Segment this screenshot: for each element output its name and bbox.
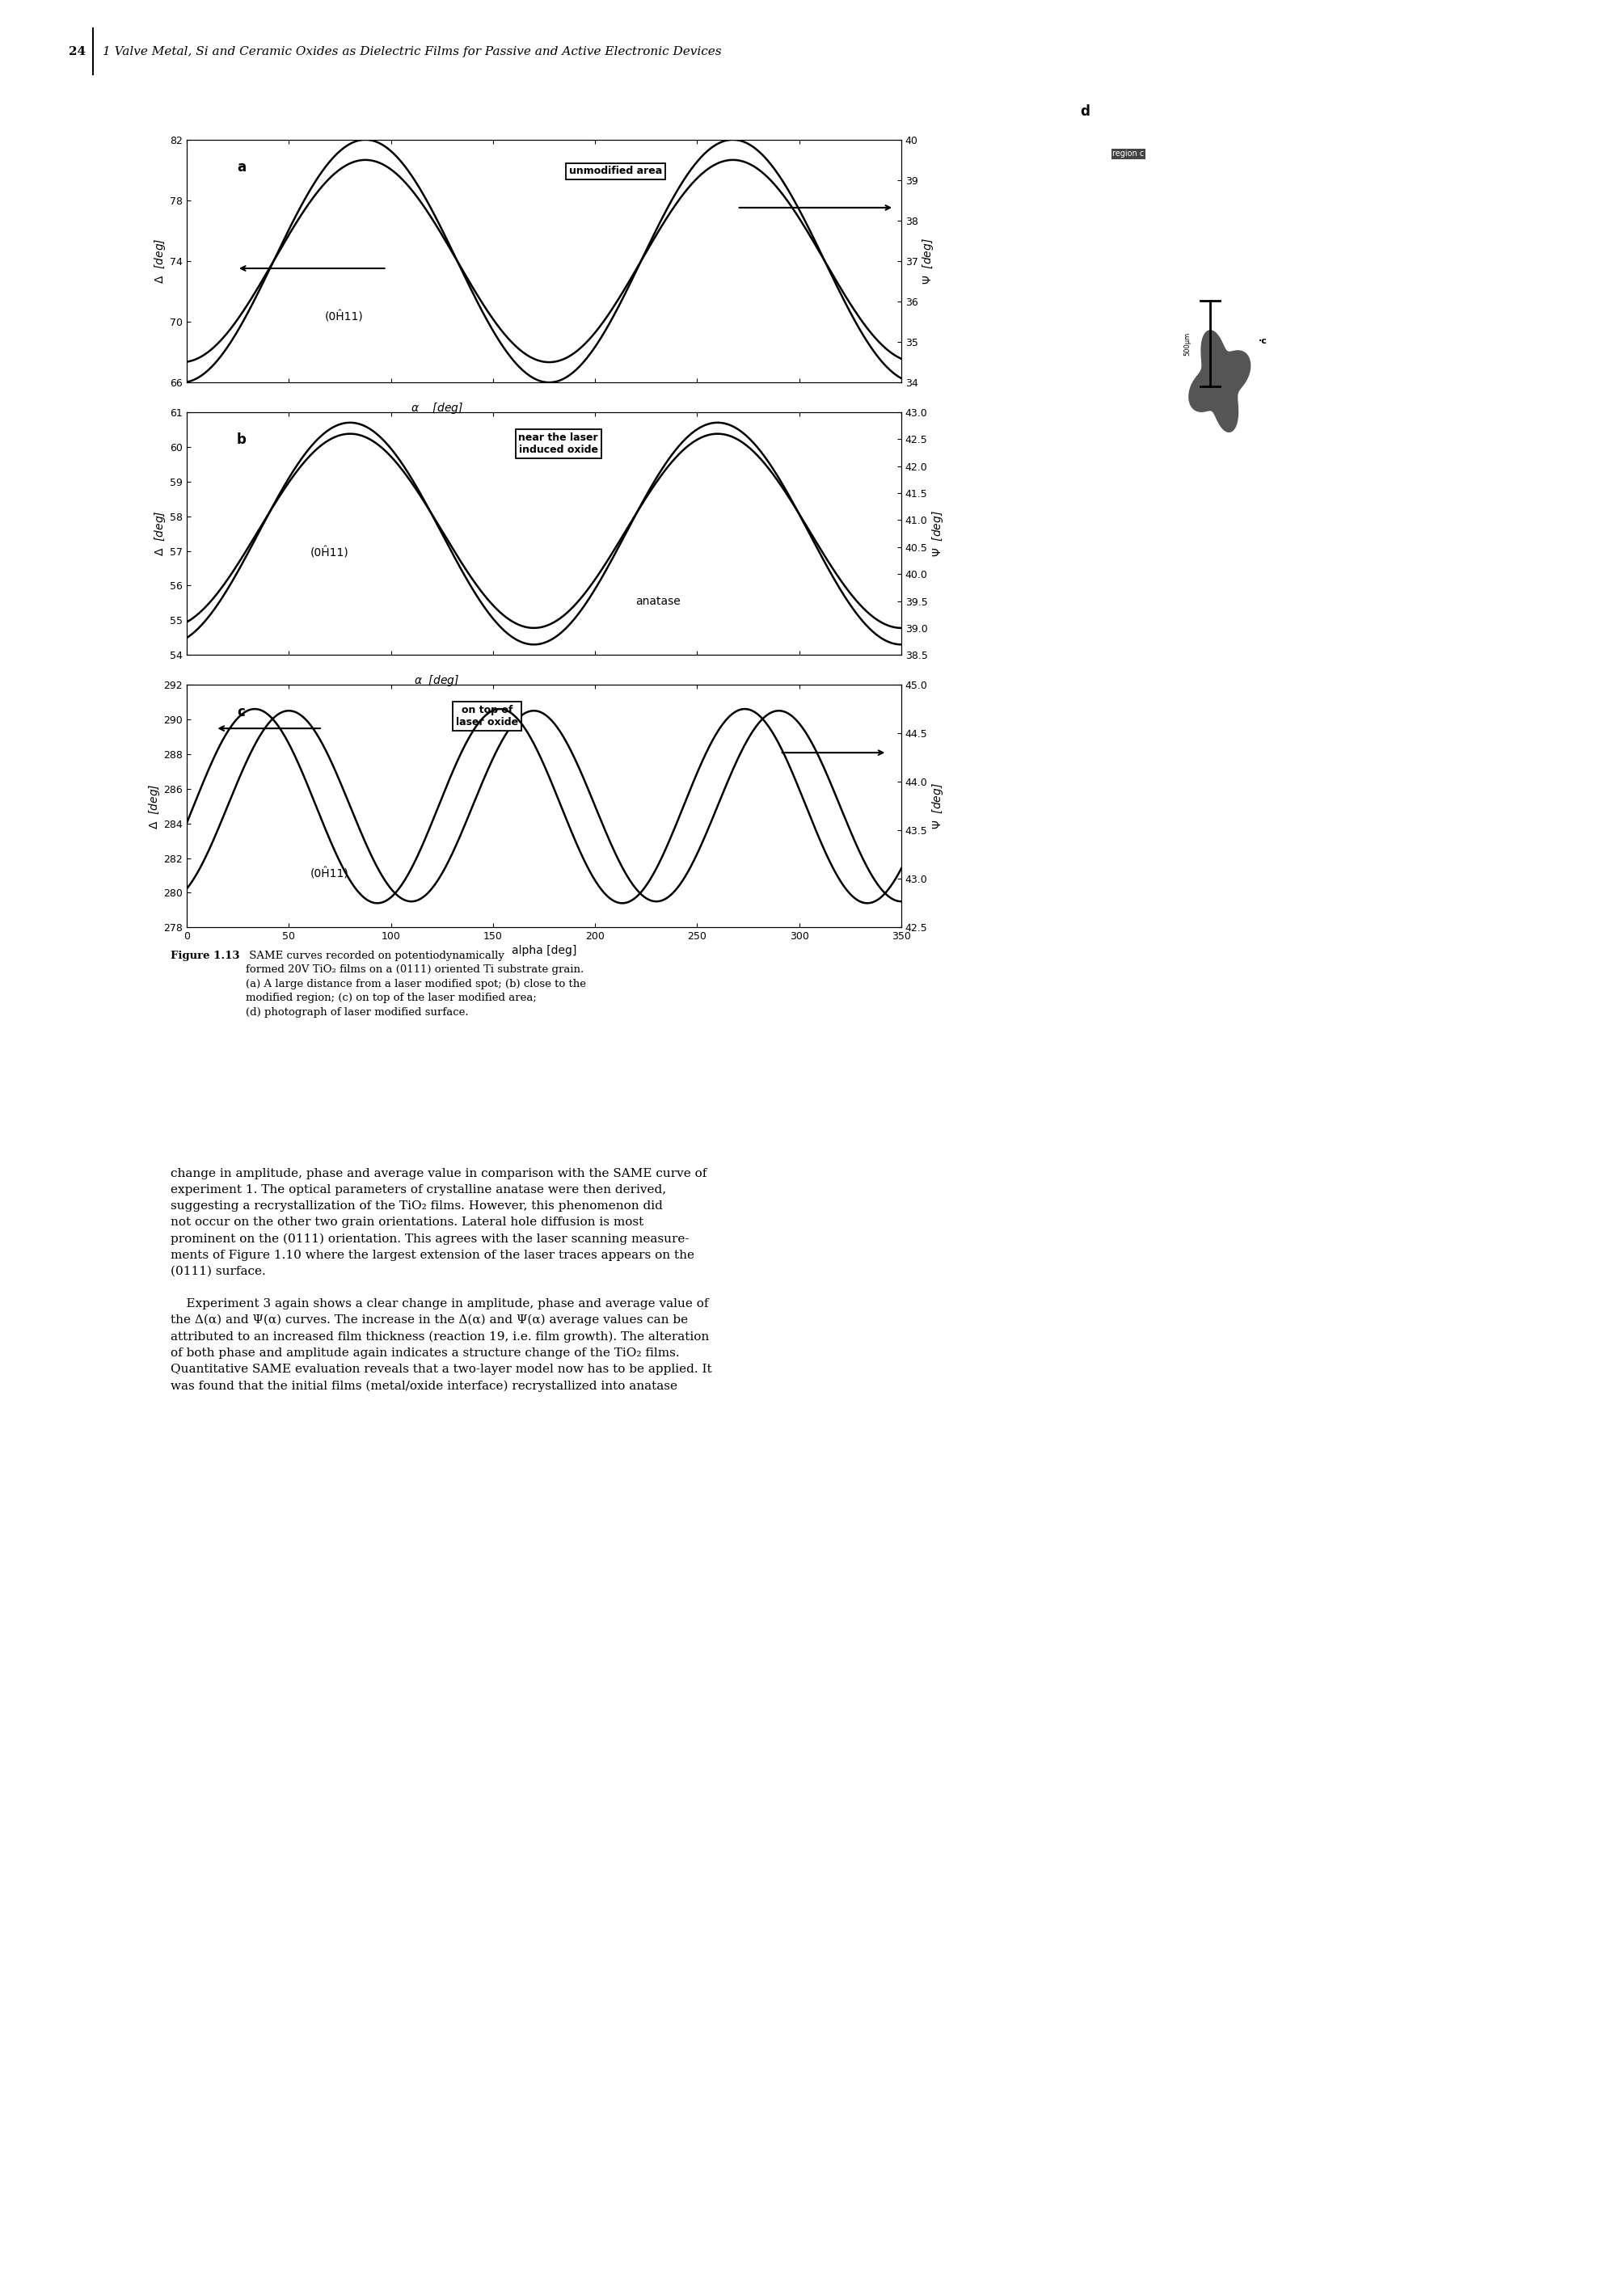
Text: a: a [237, 160, 245, 174]
Text: on top of
laser oxide: on top of laser oxide [456, 705, 518, 728]
Text: Figure 1.13: Figure 1.13 [171, 950, 240, 962]
Polygon shape [1137, 252, 1319, 589]
Text: unmodified area: unmodified area [568, 165, 663, 176]
Text: anatase: anatase [637, 595, 680, 607]
Text: SAME curves recorded on potentiodynamically
formed 20V TiO₂ films on a (0111) or: SAME curves recorded on potentiodynamica… [247, 950, 586, 1017]
Text: $\alpha$    [deg]: $\alpha$ [deg] [411, 401, 463, 414]
Y-axis label: $\Delta$  [deg]: $\Delta$ [deg] [153, 511, 167, 556]
Text: (0Ĥ11): (0Ĥ11) [310, 547, 349, 559]
Text: b: b [237, 433, 247, 447]
Polygon shape [1189, 330, 1250, 433]
Text: (0Ĥ11): (0Ĥ11) [325, 311, 364, 323]
Text: 500µm: 500µm [1184, 332, 1190, 355]
Text: ·c: ·c [1259, 337, 1267, 346]
Y-axis label: $\Psi$  [deg]: $\Psi$ [deg] [931, 783, 945, 829]
Text: d: d [1080, 105, 1090, 119]
Text: near the laser
induced oxide: near the laser induced oxide [518, 433, 598, 456]
Polygon shape [1275, 398, 1389, 531]
Y-axis label: $\Psi$  [deg]: $\Psi$ [deg] [931, 511, 945, 556]
X-axis label: alpha [deg]: alpha [deg] [512, 946, 577, 957]
Text: 24: 24 [68, 46, 86, 57]
Y-axis label: $\Delta$  [deg]: $\Delta$ [deg] [153, 238, 167, 284]
Y-axis label: $\Delta$  [deg]: $\Delta$ [deg] [146, 783, 161, 829]
Text: $\alpha$  [deg]: $\alpha$ [deg] [414, 673, 460, 687]
Text: (0Ĥ11): (0Ĥ11) [310, 868, 349, 879]
Text: 1 Valve Metal, Si and Ceramic Oxides as Dielectric Films for Passive and Active : 1 Valve Metal, Si and Ceramic Oxides as … [102, 46, 721, 57]
Y-axis label: $\Psi$  [deg]: $\Psi$ [deg] [921, 238, 935, 284]
Text: c: c [237, 705, 245, 719]
Text: region c: region c [1112, 149, 1145, 158]
Text: change in amplitude, phase and average value in comparison with the SAME curve o: change in amplitude, phase and average v… [171, 1168, 711, 1392]
